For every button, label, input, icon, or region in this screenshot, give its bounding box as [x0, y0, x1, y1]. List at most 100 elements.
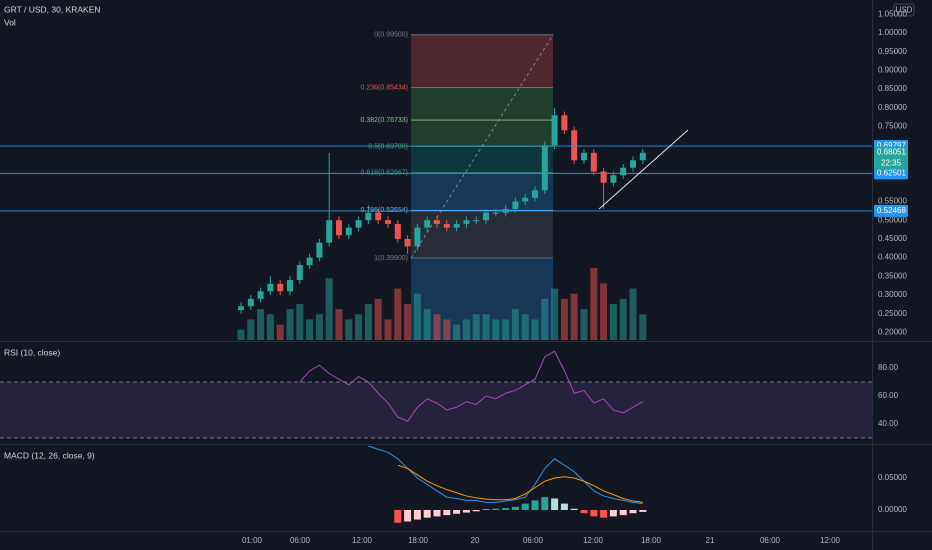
price-tick: 0.25000: [878, 309, 907, 318]
volume-bar: [276, 324, 284, 340]
candle-body: [238, 306, 244, 311]
candle-body: [522, 197, 529, 202]
volume-bar: [619, 298, 627, 340]
price-tick: 1.00000: [878, 28, 907, 37]
volume-bar: [629, 288, 637, 340]
candle-body: [375, 212, 382, 221]
macd-histogram-bar: [404, 510, 412, 522]
candle-body: [590, 152, 597, 172]
volume-bar: [374, 298, 382, 340]
last-price-tag: [874, 146, 908, 170]
candle-body: [581, 152, 587, 161]
price-tag: [874, 167, 908, 180]
rsi-tick: 60.00: [878, 391, 899, 400]
candle-body: [600, 171, 607, 183]
macd-histogram-bar: [629, 510, 637, 514]
price-tick: 0.75000: [878, 122, 907, 131]
fib-zone: [411, 34, 553, 88]
time-tick: 06:00: [523, 536, 544, 545]
time-tick: 12:00: [820, 536, 841, 545]
price-tag-label: 0.69797: [877, 141, 906, 150]
macd-histogram-bar: [609, 510, 617, 517]
candle-body: [306, 257, 313, 266]
volume-bar: [492, 319, 500, 340]
price-tick: 0.20000: [878, 328, 907, 337]
candle-body: [541, 145, 548, 191]
time-tick: 06:00: [290, 536, 311, 545]
volume-bar: [315, 314, 323, 340]
volume-bar: [472, 314, 480, 340]
candle-body: [620, 167, 627, 176]
candle-body: [610, 175, 617, 183]
candle-body: [532, 190, 538, 198]
volume-bar: [306, 319, 314, 340]
candle-body: [316, 242, 323, 258]
macd-histogram-bar: [482, 509, 490, 511]
macd-histogram-bar: [443, 510, 451, 516]
volume-bar: [580, 309, 588, 340]
candle-body: [365, 212, 372, 221]
candle-body: [247, 298, 254, 307]
candle-body: [267, 283, 274, 292]
macd-title: MACD (12, 26, close, 9): [4, 450, 95, 460]
volume-bar: [364, 304, 372, 340]
candle-body: [639, 152, 646, 161]
time-tick: 12:00: [583, 536, 604, 545]
currency[interactable]: USD: [896, 6, 913, 15]
rsi-band: [0, 382, 872, 439]
candle-body: [404, 238, 411, 247]
volume-bar: [257, 309, 265, 340]
price-tick: 0.90000: [878, 66, 907, 75]
candle-body: [424, 220, 431, 228]
price-tag-label: 0.52468: [877, 206, 906, 215]
fib-zone: [411, 146, 553, 173]
candle-body: [336, 220, 342, 236]
trend-line: [598, 129, 689, 210]
macd-histogram-bar: [394, 510, 402, 523]
fib-zone: [411, 210, 553, 258]
volume-bar: [345, 319, 353, 340]
volume-bar: [600, 283, 608, 340]
macd-histogram-bar: [570, 508, 578, 511]
time-tick: 21: [706, 536, 715, 545]
macd-histogram-bar: [619, 510, 627, 516]
rsi-tick: 40.00: [878, 419, 899, 428]
macd-histogram-bar: [531, 500, 539, 511]
fib-label: 1(0.39900): [374, 255, 408, 262]
volume-bar: [335, 309, 343, 340]
volume-bar: [639, 314, 647, 340]
candle-body: [473, 220, 480, 222]
candle-body: [394, 223, 401, 239]
macd-histogram-bar: [551, 498, 559, 511]
price-tick: 0.35000: [878, 271, 907, 280]
candle-body: [326, 220, 333, 243]
macd-tick: 0.00000: [878, 505, 907, 514]
macd-histogram-bar: [511, 506, 519, 511]
candle-body: [492, 212, 499, 214]
macd-histogram-bar: [462, 510, 470, 513]
macd-histogram-bar: [413, 510, 421, 520]
volume-bar: [531, 319, 539, 340]
volume-bar: [443, 319, 451, 340]
macd-histogram-bar: [453, 510, 461, 514]
price-tick: 0.50000: [878, 215, 907, 224]
fib-zone: [411, 87, 553, 121]
volume-bar: [609, 304, 617, 340]
candle-body: [287, 280, 293, 292]
volume-bar: [560, 298, 568, 340]
volume-bar: [413, 293, 421, 340]
price-tick: 0.45000: [878, 234, 907, 243]
volume-bar: [541, 298, 549, 340]
currency-button[interactable]: [893, 3, 915, 17]
candle-body: [463, 220, 470, 224]
price-tag: [874, 204, 908, 217]
price-tick: 1.05000: [878, 9, 907, 18]
fib-trend: [410, 34, 554, 259]
volume-bar: [384, 319, 392, 340]
macd-histogram-bar: [560, 503, 568, 511]
macd-line: [368, 445, 643, 505]
fib-zone: [411, 120, 553, 147]
macd-histogram-bar: [472, 510, 480, 512]
volume-bar: [247, 319, 255, 340]
candle-body: [277, 283, 284, 292]
